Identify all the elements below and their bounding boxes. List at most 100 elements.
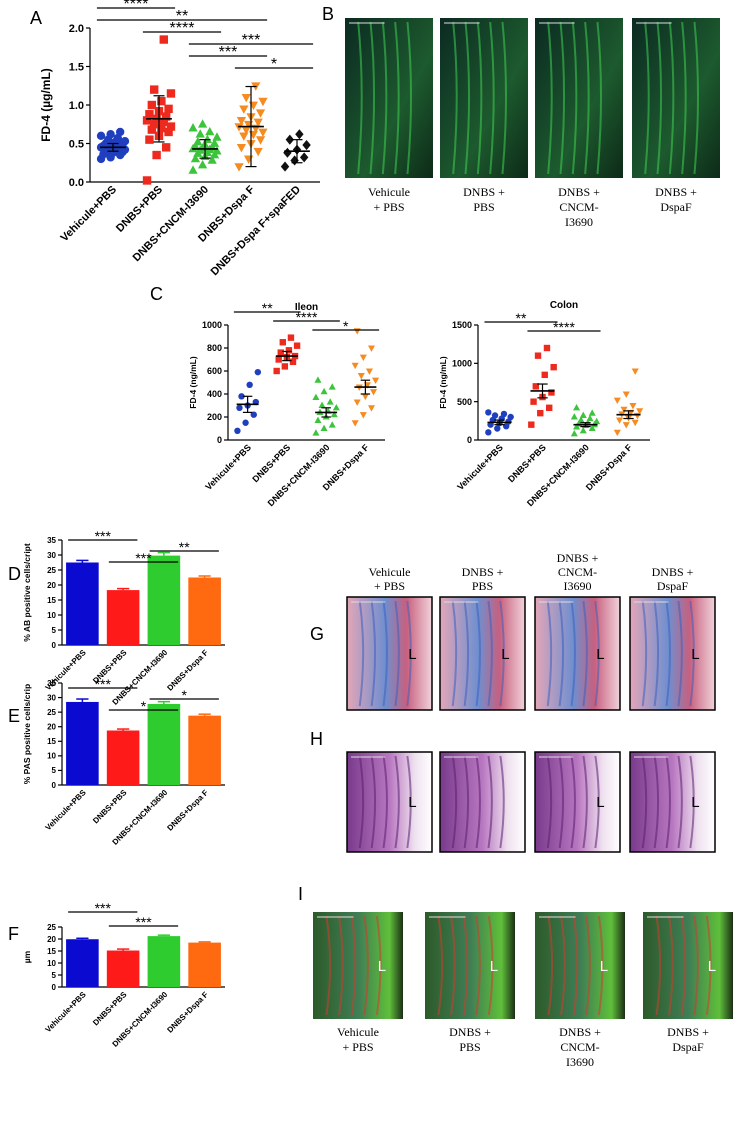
data-point (620, 406, 628, 414)
tissue-texture (693, 21, 699, 175)
micrograph (346, 596, 433, 711)
lumen-label: L (596, 646, 604, 663)
y-tick-label: 200 (207, 412, 222, 422)
y-tick-label: 5 (52, 766, 57, 775)
tissue-texture (677, 755, 683, 849)
tissue-texture (585, 915, 591, 1016)
caption: I3690 (566, 1055, 594, 1069)
data-point (326, 398, 334, 405)
y-tick-label: 1500 (452, 320, 472, 330)
tissue-texture (594, 755, 600, 849)
y-tick-label: 1.0 (69, 100, 84, 112)
data-point (96, 131, 106, 140)
x-tick-label: DNBS+Dspa F (165, 990, 210, 1035)
tissue-texture (693, 915, 699, 1016)
data-point (273, 367, 280, 375)
tissue-texture (584, 21, 590, 175)
tissue-texture (437, 915, 444, 1016)
bar (106, 590, 140, 645)
tissue-texture (653, 755, 660, 849)
data-point (550, 363, 557, 371)
data-point (314, 376, 322, 383)
data-point (166, 89, 176, 98)
data-point (367, 345, 376, 352)
data-point (622, 391, 630, 398)
y-tick-label: 1.5 (69, 61, 84, 73)
tissue-texture (357, 21, 363, 175)
tissue-texture (668, 915, 674, 1016)
data-point (164, 104, 173, 114)
data-point (236, 143, 247, 153)
data-point (161, 143, 171, 152)
caption: + PBS (373, 200, 404, 214)
micrograph (346, 751, 433, 853)
lumen-label: L (596, 794, 604, 811)
x-tick-label: DNBS+Dspa F+spaFED (209, 184, 304, 279)
data-point (359, 412, 367, 419)
data-point (202, 134, 213, 144)
x-tick-label: DNBS+PBS (91, 788, 129, 826)
data-point (530, 398, 537, 405)
tissue-texture (597, 915, 604, 1016)
caption: Vehicule (368, 185, 410, 199)
data-point (579, 426, 587, 434)
significance-label: * (271, 56, 277, 73)
data-point (234, 123, 244, 132)
tissue-texture (668, 21, 675, 175)
y-axis-label: FD-4 (ng/mL) (188, 356, 198, 409)
panel-label: C (150, 284, 163, 304)
y-tick-label: 35 (47, 536, 56, 545)
tissue-texture (475, 755, 481, 849)
tissue-texture (560, 915, 566, 1016)
x-tick-label: DNBS+PBS (91, 990, 129, 1028)
bar (188, 942, 221, 987)
data-point (159, 117, 168, 127)
data-point (242, 419, 249, 426)
data-point (250, 411, 257, 418)
tissue-texture (641, 755, 648, 849)
y-tick-label: 20 (47, 723, 56, 732)
caption: DspaF (660, 200, 692, 214)
significance-label: *** (95, 900, 112, 916)
x-tick-label: Vehicule+PBS (455, 442, 505, 492)
tissue-texture (463, 755, 470, 849)
tissue-texture (463, 600, 470, 707)
caption: DNBS + (449, 1025, 491, 1039)
data-point (254, 368, 262, 376)
tissue-texture (572, 915, 579, 1016)
tissue-texture (559, 21, 566, 175)
data-point (537, 409, 544, 417)
data-point (238, 393, 245, 400)
tissue-texture (644, 21, 650, 175)
tissue-texture (394, 755, 400, 849)
tissue-texture (475, 915, 481, 1016)
data-point (613, 429, 621, 437)
tissue-texture (370, 755, 377, 849)
significance-label: * (343, 318, 349, 334)
micrograph (643, 912, 733, 1019)
data-point (543, 344, 551, 352)
data-point (573, 403, 581, 411)
lumen-label: L (378, 958, 386, 975)
data-point (248, 130, 259, 140)
tissue-texture (596, 21, 602, 175)
data-point (588, 409, 596, 416)
y-tick-label: 2.0 (69, 23, 84, 35)
panel-label: H (310, 729, 323, 749)
y-tick-label: 5 (52, 971, 57, 980)
data-point (532, 383, 539, 390)
data-point (275, 356, 282, 363)
chart-title: Ileon (295, 302, 318, 313)
data-point (253, 118, 263, 127)
data-point (577, 416, 585, 423)
significance-label: * (141, 698, 147, 714)
data-point (332, 403, 340, 411)
bar (66, 701, 99, 785)
data-point (287, 334, 295, 341)
tissue-texture (358, 755, 365, 849)
bar (188, 577, 221, 645)
data-point (312, 393, 320, 401)
tissue-texture (487, 755, 493, 849)
data-point (150, 85, 159, 94)
tissue-texture (582, 755, 588, 849)
